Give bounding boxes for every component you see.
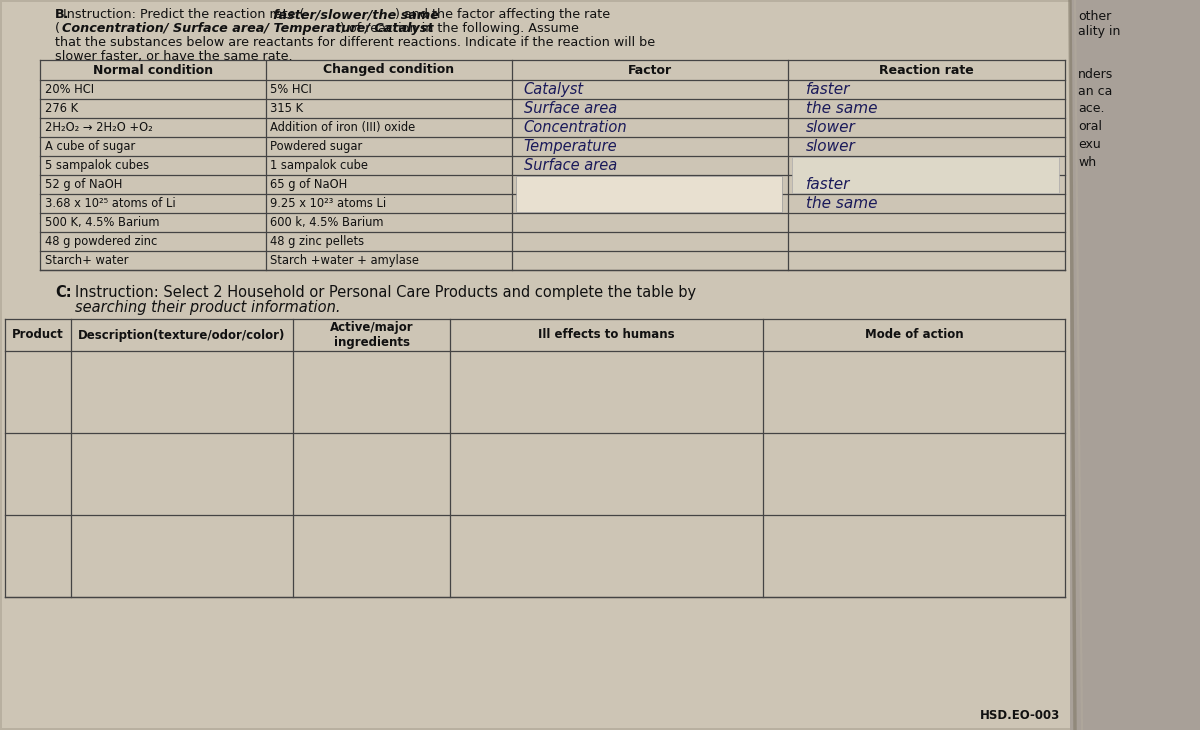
Text: Factor: Factor xyxy=(628,64,672,77)
Text: ality in: ality in xyxy=(1078,25,1121,38)
Text: slower faster, or have the same rate.: slower faster, or have the same rate. xyxy=(55,50,293,63)
Text: 65 g of NaOH: 65 g of NaOH xyxy=(270,178,348,191)
Text: Temperature: Temperature xyxy=(523,139,617,154)
Text: Surface area: Surface area xyxy=(523,158,617,173)
Text: 1 sampalok cube: 1 sampalok cube xyxy=(270,159,368,172)
FancyBboxPatch shape xyxy=(516,176,782,212)
Text: exu: exu xyxy=(1078,138,1100,151)
Text: Normal condition: Normal condition xyxy=(92,64,212,77)
Text: Starch +water + amylase: Starch +water + amylase xyxy=(270,254,420,267)
Text: 276 K: 276 K xyxy=(46,102,78,115)
Text: Concentration/ Surface area/ Temperature/ Catalyst: Concentration/ Surface area/ Temperature… xyxy=(62,22,433,35)
Text: Product: Product xyxy=(12,328,64,342)
Text: faster: faster xyxy=(806,82,851,97)
Text: 600 k, 4.5% Barium: 600 k, 4.5% Barium xyxy=(270,216,384,229)
Text: 9.25 x 10²³ atoms Li: 9.25 x 10²³ atoms Li xyxy=(270,197,386,210)
Text: A cube of sugar: A cube of sugar xyxy=(46,140,136,153)
Text: 500 K, 4.5% Barium: 500 K, 4.5% Barium xyxy=(46,216,160,229)
Text: Powdered sugar: Powdered sugar xyxy=(270,140,362,153)
Text: 2H₂O₂ → 2H₂O +O₂: 2H₂O₂ → 2H₂O +O₂ xyxy=(46,121,152,134)
Text: Starch+ water: Starch+ water xyxy=(46,254,128,267)
Text: oral: oral xyxy=(1078,120,1102,133)
Text: wh: wh xyxy=(1078,156,1096,169)
Text: slower: slower xyxy=(806,120,856,135)
Text: slower: slower xyxy=(806,139,856,154)
Text: (: ( xyxy=(55,22,60,35)
Text: Addition of iron (III) oxide: Addition of iron (III) oxide xyxy=(270,121,415,134)
Text: Instruction: Select 2 Household or Personal Care Products and complete the table: Instruction: Select 2 Household or Perso… xyxy=(74,285,696,300)
FancyBboxPatch shape xyxy=(1070,0,1200,730)
Text: an ca: an ca xyxy=(1078,85,1112,98)
Text: faster/slower/the same: faster/slower/the same xyxy=(272,8,438,21)
Text: ) of reaction in the following. Assume: ) of reaction in the following. Assume xyxy=(340,22,578,35)
Text: Reaction rate: Reaction rate xyxy=(880,64,974,77)
Text: Active/major
ingredients: Active/major ingredients xyxy=(330,321,414,349)
Text: searching their product information.: searching their product information. xyxy=(74,300,341,315)
Text: other: other xyxy=(1078,10,1111,23)
FancyBboxPatch shape xyxy=(792,157,1060,193)
Text: 3.68 x 10²⁵ atoms of Li: 3.68 x 10²⁵ atoms of Li xyxy=(46,197,175,210)
Text: Catalyst: Catalyst xyxy=(523,82,583,97)
Text: Changed condition: Changed condition xyxy=(323,64,454,77)
Text: Mode of action: Mode of action xyxy=(865,328,964,342)
Text: C:: C: xyxy=(55,285,72,300)
Text: Instruction: Predict the reaction rate (: Instruction: Predict the reaction rate ( xyxy=(55,8,305,21)
Text: 48 g zinc pellets: 48 g zinc pellets xyxy=(270,235,365,248)
Text: HSD.EO-003: HSD.EO-003 xyxy=(979,709,1060,722)
Text: Description(texture/odor/color): Description(texture/odor/color) xyxy=(78,328,286,342)
FancyBboxPatch shape xyxy=(2,2,1070,728)
Text: 48 g powdered zinc: 48 g powdered zinc xyxy=(46,235,157,248)
Text: the same: the same xyxy=(806,101,877,116)
Text: 20% HCI: 20% HCI xyxy=(46,83,94,96)
Text: 52 g of NaOH: 52 g of NaOH xyxy=(46,178,122,191)
Text: nders: nders xyxy=(1078,68,1114,81)
Text: ace.: ace. xyxy=(1078,102,1104,115)
Text: that the substances below are reactants for different reactions. Indicate if the: that the substances below are reactants … xyxy=(55,36,655,49)
Text: Ill effects to humans: Ill effects to humans xyxy=(539,328,674,342)
Text: B.: B. xyxy=(55,8,70,21)
Text: ) and the factor affecting the rate: ) and the factor affecting the rate xyxy=(395,8,610,21)
Text: 5 sampalok cubes: 5 sampalok cubes xyxy=(46,159,149,172)
Text: 315 K: 315 K xyxy=(270,102,304,115)
Text: Surface area: Surface area xyxy=(523,101,617,116)
Text: Concentration: Concentration xyxy=(523,120,628,135)
Text: 5% HCI: 5% HCI xyxy=(270,83,312,96)
Text: faster: faster xyxy=(806,177,851,192)
Text: the same: the same xyxy=(806,196,877,211)
